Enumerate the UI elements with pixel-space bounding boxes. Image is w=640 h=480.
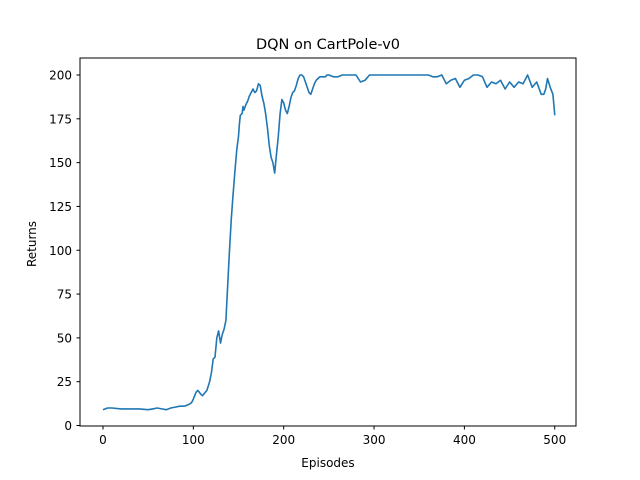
y-tick-label: 75 bbox=[57, 288, 72, 302]
y-tick-label: 200 bbox=[49, 69, 72, 83]
y-tick-label: 25 bbox=[57, 375, 72, 389]
x-tick-label: 200 bbox=[272, 433, 295, 447]
y-axis-label: Returns bbox=[25, 221, 39, 267]
y-tick-label: 50 bbox=[57, 331, 72, 345]
x-tick-label: 400 bbox=[453, 433, 476, 447]
y-tick-label: 150 bbox=[49, 156, 72, 170]
x-axis-label: Episodes bbox=[301, 456, 354, 470]
returns-line bbox=[102, 74, 556, 411]
x-tick-label: 0 bbox=[99, 433, 107, 447]
y-tick-label: 0 bbox=[64, 419, 72, 433]
plot-frame bbox=[79, 57, 577, 427]
x-tick-label: 500 bbox=[543, 433, 566, 447]
y-tick-label: 175 bbox=[49, 112, 72, 126]
y-axis-ticks: 0 25 50 75 100 125 150 175 200 bbox=[49, 69, 80, 433]
x-tick-label: 300 bbox=[363, 433, 386, 447]
y-tick-label: 125 bbox=[49, 200, 72, 214]
y-tick-label: 100 bbox=[49, 244, 72, 258]
x-tick-label: 100 bbox=[182, 433, 205, 447]
x-axis-ticks: 0 100 200 300 400 500 bbox=[99, 426, 566, 447]
chart-title: DQN on CartPole-v0 bbox=[256, 37, 400, 53]
